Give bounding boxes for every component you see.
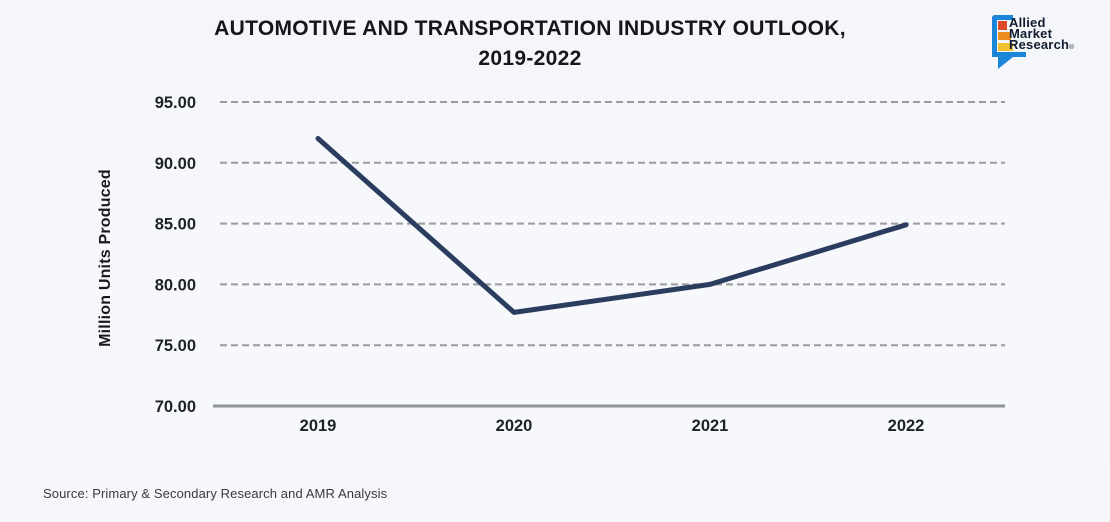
logo-wordmark: Allied Market Research® [1009,15,1075,53]
logo-bar-yellow-icon [998,43,1013,51]
logo-word-market: Market [1009,26,1053,41]
registered-trademark-symbol: ® [1069,44,1075,51]
trend-line [315,136,909,315]
y-tick-label: 70.00 [155,398,196,416]
logo-bubble-tail-icon [998,57,1013,69]
y-tick-label: 85.00 [155,216,196,234]
y-tick-label: 90.00 [155,155,196,173]
chart-title-line2: 2019-2022 [478,47,582,70]
logo-bubble-icon [992,15,1013,20]
x-tick-label: 2022 [888,417,925,435]
x-tick-label: 2021 [692,417,729,435]
x-tick-label: 2020 [496,417,533,435]
allied-market-research-logo: Allied Market Research® [992,13,1104,73]
y-tick-label: 95.00 [155,94,196,112]
logo-bar-red-icon [998,21,1007,30]
y-tick-label: 80.00 [155,276,196,294]
logo-bubble-icon [992,15,997,57]
logo-bar-orange-icon [998,32,1011,40]
chart-title-line1: AUTOMOTIVE AND TRANSPORTATION INDUSTRY O… [214,17,846,40]
logo-word-research: Research® [1009,37,1075,52]
logo-bubble-icon [992,52,1026,57]
y-tick-label: 75.00 [155,337,196,355]
source-note: Source: Primary & Secondary Research and… [43,486,388,501]
x-tick-label: 2019 [300,417,337,435]
chart-title: AUTOMOTIVE AND TRANSPORTATION INDUSTRY O… [0,14,1060,74]
logo-word-allied: Allied [1009,15,1046,30]
